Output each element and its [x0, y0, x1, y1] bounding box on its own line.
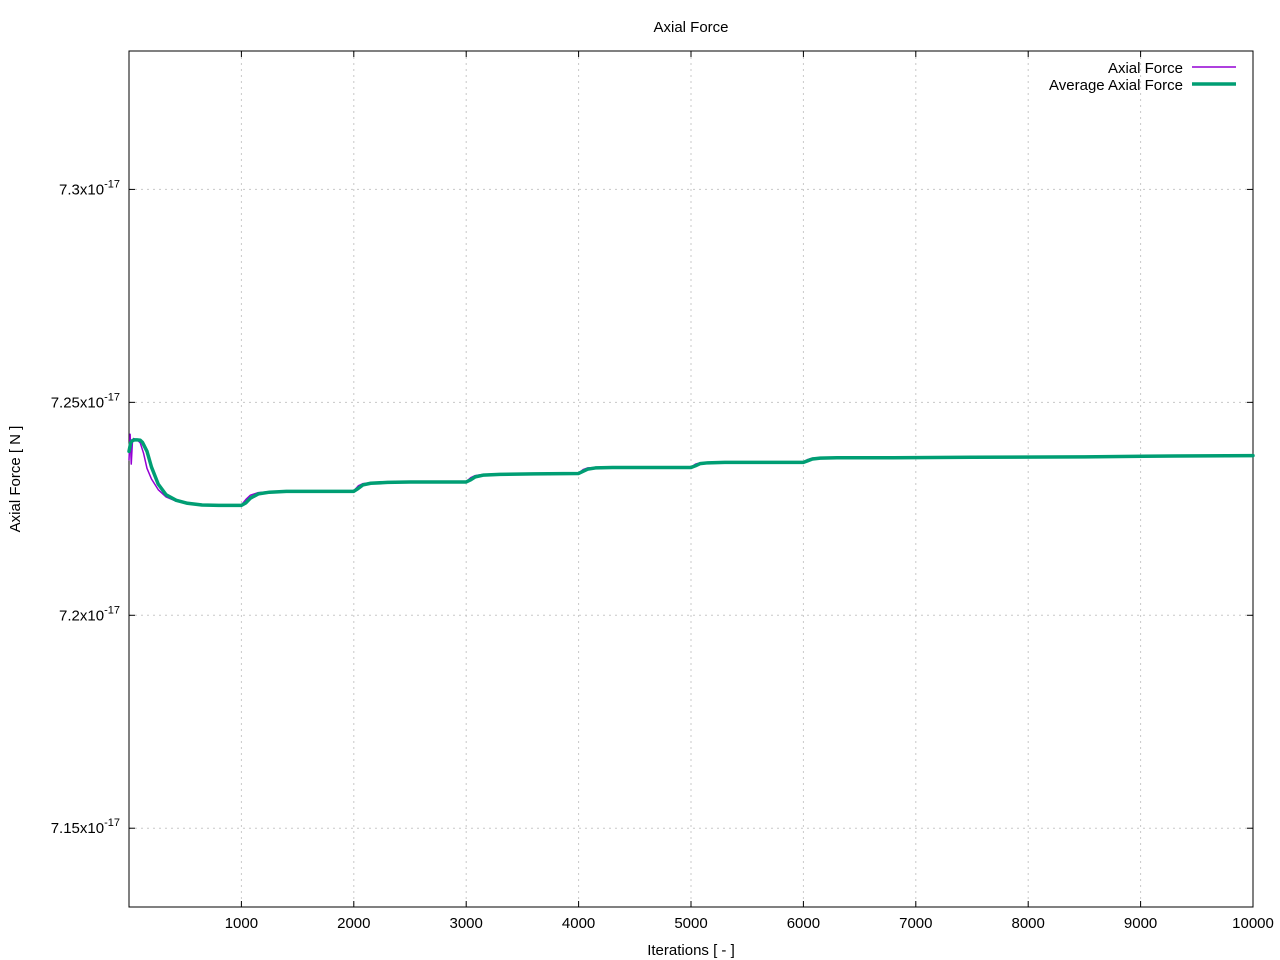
x-tick-label: 9000 [1124, 915, 1157, 932]
x-tick-label: 4000 [562, 915, 595, 932]
x-tick-label: 10000 [1232, 915, 1274, 932]
y-tick-label: 7.25x10-17 [51, 391, 120, 411]
axis-ticks [129, 51, 1254, 907]
legend: Axial Force Average Axial Force [1049, 60, 1236, 94]
x-tick-label: 5000 [674, 915, 707, 932]
series-lines [127, 433, 1255, 508]
y-tick-exponent: -17 [104, 604, 120, 616]
x-tick-labels: 1000 2000 3000 4000 5000 6000 7000 8000 9000 1000… [225, 915, 1274, 932]
legend-label-axial-force: Axial Force [1108, 60, 1183, 77]
x-tick-label: 1000 [225, 915, 258, 932]
y-tick-labels: 7.15x10-177.2x10-177.25x10-177.3x10-17 [51, 178, 120, 837]
y-tick-label: 7.3x10-17 [59, 178, 120, 198]
chart-title: Axial Force [653, 19, 728, 36]
y-tick-label: 7.15x10-17 [51, 817, 120, 837]
legend-label-average-axial-force: Average Axial Force [1049, 77, 1183, 94]
x-tick-label: 3000 [450, 915, 483, 932]
y-tick-exponent: -17 [104, 817, 120, 829]
x-tick-label: 8000 [1012, 915, 1045, 932]
grid-lines [129, 51, 1253, 907]
y-tick-mantissa: 7.15x10 [51, 820, 104, 837]
y-tick-label: 7.2x10-17 [59, 604, 120, 624]
x-tick-label: 7000 [899, 915, 932, 932]
y-axis-label: Axial Force [ N ] [7, 426, 24, 533]
x-axis-label: Iterations [ - ] [647, 942, 735, 959]
series-line-average-axial-force [127, 438, 1255, 508]
y-tick-exponent: -17 [104, 391, 120, 403]
y-tick-exponent: -17 [104, 178, 120, 190]
x-tick-label: 6000 [787, 915, 820, 932]
x-tick-label: 2000 [337, 915, 370, 932]
y-tick-mantissa: 7.2x10 [59, 607, 104, 624]
y-tick-mantissa: 7.25x10 [51, 394, 104, 411]
y-tick-mantissa: 7.3x10 [59, 181, 104, 198]
